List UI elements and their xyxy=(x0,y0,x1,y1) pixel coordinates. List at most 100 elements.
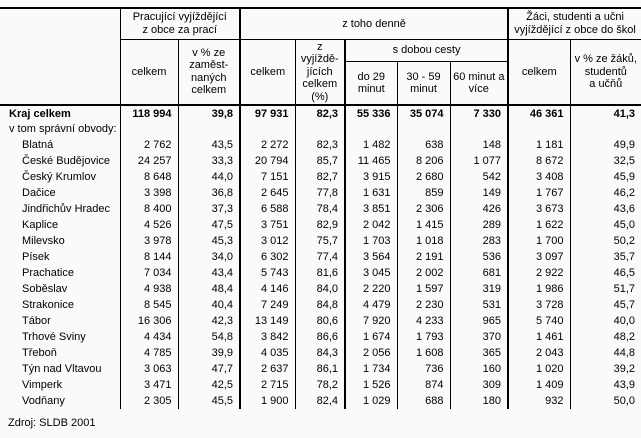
header-group-workers: Pracující vyjíždějící z obce za prací xyxy=(119,8,241,40)
value-cell: 4 233 xyxy=(396,313,451,329)
table-row: Trhové Sviny 4 434 54,8 3 842 86,6 1 674 1 79… xyxy=(0,329,641,345)
value-cell: 3 012 xyxy=(239,233,296,249)
value-cell: 4 146 xyxy=(239,281,296,297)
header-students-pct: v % ze žáků, studentů a učňů xyxy=(569,39,641,106)
value-cell: 1 482 xyxy=(344,137,398,153)
value-cell: 75,7 xyxy=(294,233,346,249)
value-cell: 82,4 xyxy=(294,393,346,409)
value-cell xyxy=(569,121,641,137)
value-cell: 3 915 xyxy=(344,169,398,185)
value-cell: 51,7 xyxy=(569,281,641,297)
table-row: Vimperk 3 471 42,5 2 715 78,2 1 526 874 309 1 4… xyxy=(0,377,641,393)
table-row: Soběslav 4 938 48,4 4 146 84,0 2 220 1 597 319… xyxy=(0,281,641,297)
table-row: Třeboň 4 785 39,9 4 035 84,3 2 056 1 608 365 2 … xyxy=(0,345,641,361)
row-label: Týn nad Vltavou xyxy=(22,363,102,375)
value-cell: 6 588 xyxy=(239,201,296,217)
value-cell: 874 xyxy=(396,377,451,393)
value-cell: 1 415 xyxy=(396,217,451,233)
value-cell: 1 631 xyxy=(344,185,398,201)
value-cell: 2 272 xyxy=(239,137,296,153)
value-cell: 1 986 xyxy=(507,281,571,297)
value-cell: 4 785 xyxy=(119,345,178,361)
value-cell: 48,4 xyxy=(177,281,241,297)
value-cell: 688 xyxy=(396,393,451,409)
value-cell: 35,7 xyxy=(569,249,641,265)
value-cell: 45,3 xyxy=(177,233,241,249)
table-row: Tábor 16 306 42,3 13 149 80,6 7 920 4 233 965 5… xyxy=(0,313,641,329)
value-cell: 1 608 xyxy=(396,345,451,361)
value-cell: 77,4 xyxy=(294,249,346,265)
commuting-table: Pracující vyjíždějící z obce za prací z … xyxy=(0,7,641,409)
value-cell: 5 740 xyxy=(507,313,571,329)
value-cell: 7 920 xyxy=(344,313,398,329)
value-cell: 97 931 xyxy=(239,105,296,121)
value-cell: 84,0 xyxy=(294,281,346,297)
value-cell: 736 xyxy=(396,361,451,377)
value-cell: 82,3 xyxy=(294,105,346,121)
table-row: v tom správní obvody: xyxy=(0,121,641,137)
value-cell: 43,6 xyxy=(569,201,641,217)
value-cell: 965 xyxy=(449,313,509,329)
value-cell xyxy=(177,121,241,137)
value-cell: 3 842 xyxy=(239,329,296,345)
value-cell: 13 149 xyxy=(239,313,296,329)
row-label: České Budějovice xyxy=(22,155,111,167)
table-row: Kraj celkem 118 994 39,8 97 931 82,3 55 336 3… xyxy=(0,105,641,121)
value-cell: 160 xyxy=(449,361,509,377)
value-cell: 3 851 xyxy=(344,201,398,217)
value-cell: 2 762 xyxy=(119,137,178,153)
value-cell: 289 xyxy=(449,217,509,233)
value-cell: 8 545 xyxy=(119,297,178,313)
row-label: Tábor xyxy=(22,315,51,327)
value-cell: 2 637 xyxy=(239,361,296,377)
value-cell: 11 465 xyxy=(344,153,398,169)
value-cell: 2 043 xyxy=(507,345,571,361)
table-row: Strakonice 8 545 40,4 7 249 84,8 4 479 2 230 5… xyxy=(0,297,641,313)
value-cell: 2 922 xyxy=(507,265,571,281)
header-students-total: celkem xyxy=(507,39,571,106)
value-cell: 78,2 xyxy=(294,377,346,393)
value-cell: 40,0 xyxy=(569,313,641,329)
value-cell: 1 018 xyxy=(396,233,451,249)
value-cell: 47,5 xyxy=(177,217,241,233)
row-label: Dačice xyxy=(22,187,56,199)
value-cell: 1 700 xyxy=(507,233,571,249)
value-cell: 7 330 xyxy=(449,105,509,121)
value-cell: 5 743 xyxy=(239,265,296,281)
value-cell: 1 674 xyxy=(344,329,398,345)
value-cell: 44,0 xyxy=(177,169,241,185)
row-label: Trhové Sviny xyxy=(22,331,86,343)
table-body: Kraj celkem 118 994 39,8 97 931 82,3 55 336 3… xyxy=(0,105,641,409)
row-label: Vodňany xyxy=(22,395,65,407)
header-workers-pct: v % ze zaměst- naných celkem xyxy=(177,39,241,106)
value-cell: 42,3 xyxy=(177,313,241,329)
value-cell: 46,2 xyxy=(569,185,641,201)
value-cell: 2 056 xyxy=(344,345,398,361)
value-cell: 4 526 xyxy=(119,217,178,233)
value-cell: 283 xyxy=(449,233,509,249)
value-cell: 84,8 xyxy=(294,297,346,313)
value-cell: 50,2 xyxy=(569,233,641,249)
value-cell: 8 400 xyxy=(119,201,178,217)
value-cell: 82,9 xyxy=(294,217,346,233)
header-30-59: 30 - 59 minut xyxy=(396,61,451,107)
value-cell: 3 063 xyxy=(119,361,178,377)
value-cell: 681 xyxy=(449,265,509,281)
value-cell: 82,3 xyxy=(294,137,346,153)
value-cell: 8 648 xyxy=(119,169,178,185)
value-cell: 1 409 xyxy=(507,377,571,393)
value-cell: 45,0 xyxy=(569,217,641,233)
value-cell: 45,7 xyxy=(569,297,641,313)
row-label: Jindřichův Hradec xyxy=(22,203,111,215)
value-cell: 3 978 xyxy=(119,233,178,249)
value-cell: 2 306 xyxy=(396,201,451,217)
value-cell: 2 230 xyxy=(396,297,451,313)
value-cell: 1 597 xyxy=(396,281,451,297)
value-cell: 149 xyxy=(449,185,509,201)
value-cell: 55 336 xyxy=(344,105,398,121)
value-cell: 78,4 xyxy=(294,201,346,217)
value-cell: 4 938 xyxy=(119,281,178,297)
value-cell: 638 xyxy=(396,137,451,153)
value-cell: 542 xyxy=(449,169,509,185)
value-cell: 33,3 xyxy=(177,153,241,169)
